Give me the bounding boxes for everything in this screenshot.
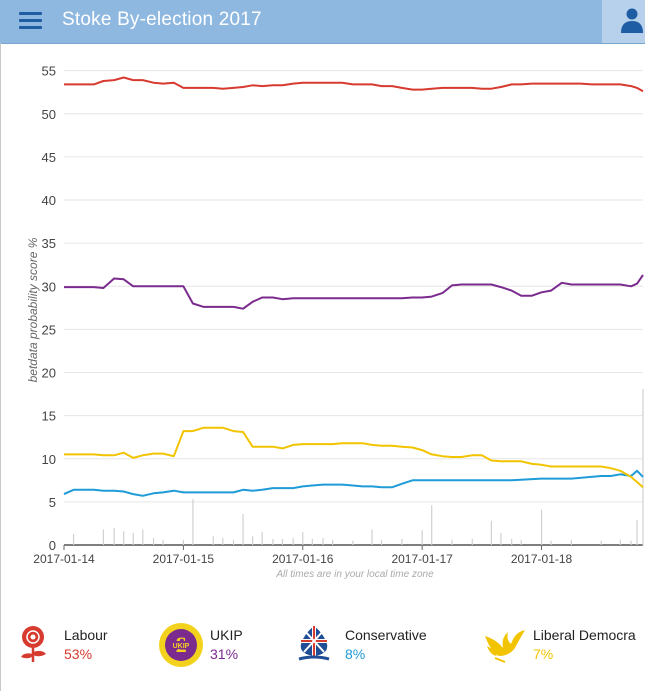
legend-item-libdem[interactable]: Liberal Democra 7%	[481, 622, 645, 668]
libdem-bird-icon	[485, 630, 525, 663]
gridlines	[63, 70, 643, 550]
legend-name: UKIP	[210, 627, 243, 643]
legend-percentage: 8%	[345, 646, 366, 662]
legend-percentage: 53%	[64, 646, 93, 662]
y-tick-label: 40	[42, 193, 56, 208]
legend-percentage: 31%	[210, 646, 239, 662]
user-button[interactable]	[602, 0, 645, 43]
y-tick-label: 50	[42, 107, 56, 122]
legend-item-labour[interactable]: Labour 53%	[12, 622, 132, 668]
y-tick-label: 35	[42, 236, 56, 251]
series-lines	[63, 76, 644, 497]
user-icon	[621, 8, 643, 33]
x-tick-label: 2017-01-16	[272, 552, 334, 566]
top-bar: Stoke By-election 2017	[0, 0, 645, 44]
series-line-labour	[64, 76, 644, 93]
x-tick-label: 2017-01-18	[511, 552, 573, 566]
series-line-ukip	[64, 274, 644, 310]
svg-text:UKIP: UKIP	[173, 643, 190, 650]
y-tick-label: 5	[49, 495, 56, 510]
y-tick-label: 55	[42, 64, 56, 79]
labour-rose-icon	[21, 626, 46, 662]
y-tick-label: 30	[42, 279, 56, 294]
y-tick-label: 0	[49, 538, 56, 553]
x-tick-label: 2017-01-17	[391, 552, 453, 566]
y-tick-label: 10	[42, 452, 56, 467]
ukip-logo-icon: £ UKIP	[159, 623, 203, 667]
legend-name: Conservative	[345, 627, 427, 643]
x-tick-labels: 2017-01-14 2017-01-15 2017-01-16 2017-01-17…	[33, 552, 572, 566]
y-tick-label: 15	[42, 409, 56, 424]
x-tick-label: 2017-01-15	[153, 552, 215, 566]
left-border	[0, 43, 1, 691]
legend-name: Labour	[64, 627, 108, 643]
x-tick-label: 2017-01-14	[33, 552, 95, 566]
legend-percentage: 7%	[533, 646, 554, 662]
y-axis-label: betdata probability score %	[26, 237, 40, 382]
series-line-conservative	[63, 469, 644, 497]
y-tick-label: 20	[42, 366, 56, 381]
y-tick-labels: 0 5 10 15 20 25 30 35 40 45 50 55	[42, 64, 56, 553]
series-line-liberal-democrat	[64, 426, 644, 488]
volume-bars	[72, 388, 644, 545]
hamburger-icon[interactable]	[19, 12, 42, 30]
legend-item-conservative[interactable]: Conservative 8%	[293, 622, 453, 668]
legend-item-ukip[interactable]: £ UKIP UKIP 31%	[158, 622, 278, 668]
y-tick-label: 45	[42, 150, 56, 165]
y-tick-label: 25	[42, 322, 56, 337]
page-title: Stoke By-election 2017	[62, 9, 262, 30]
x-axis-note: All times are in your local time zone	[275, 569, 434, 580]
legend-name: Liberal Democra	[533, 627, 636, 643]
conservative-tree-icon	[298, 626, 330, 661]
